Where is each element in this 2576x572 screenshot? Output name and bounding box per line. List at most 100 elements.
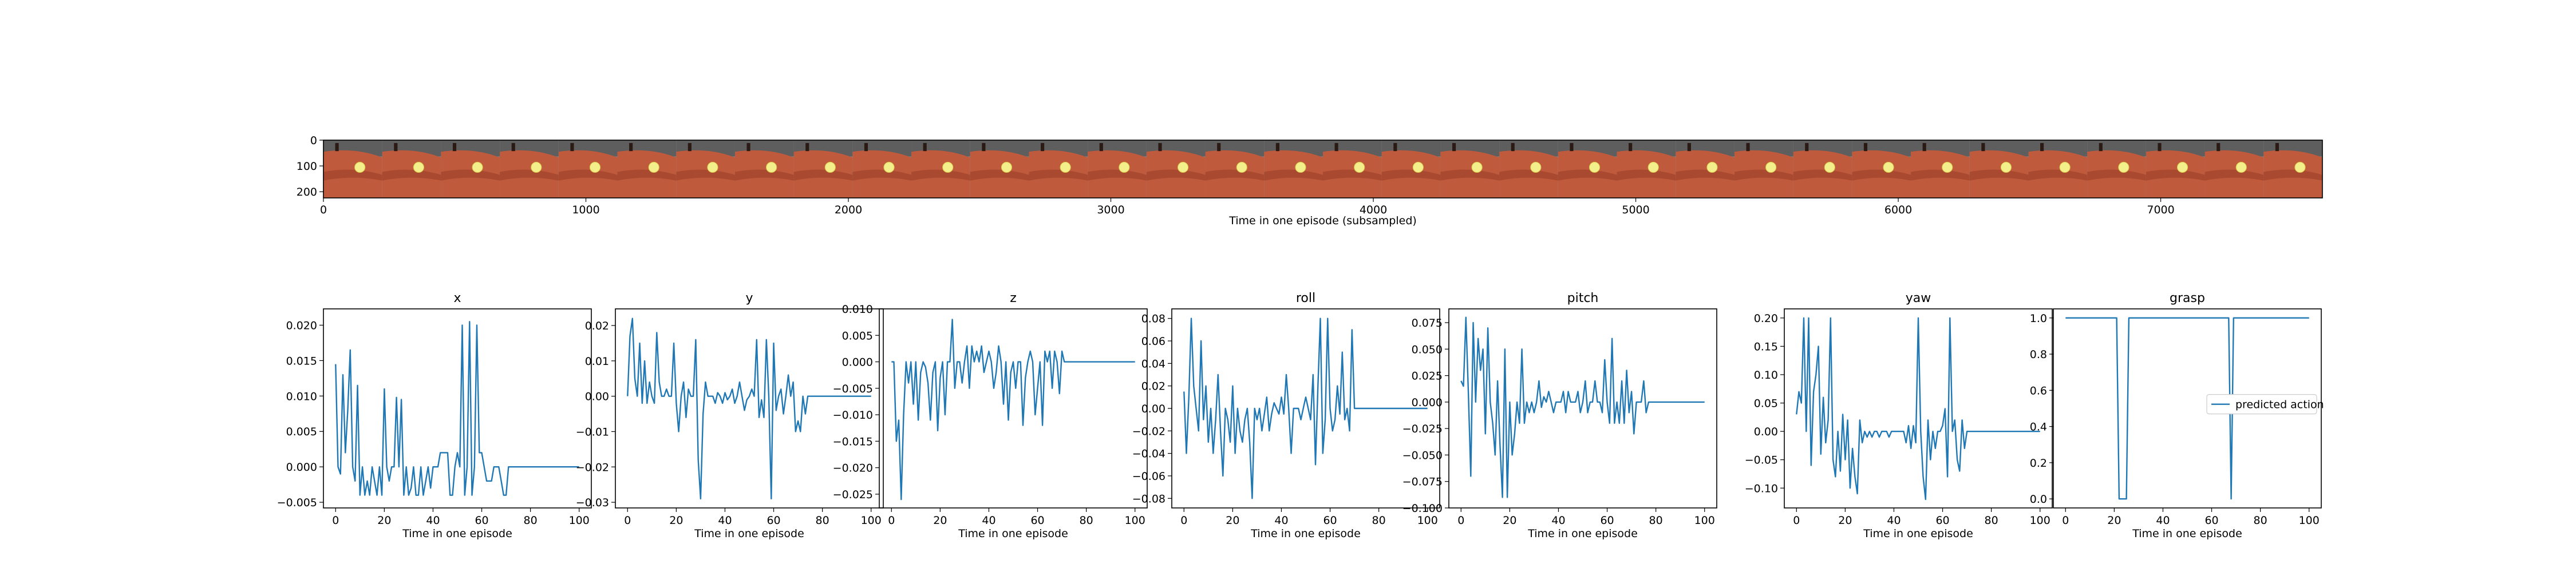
strip-frame-24 (1734, 140, 1793, 198)
series-line-roll (1183, 317, 1428, 499)
ytick-label: 0.20 (1754, 312, 1778, 325)
xtick-label: 100 (861, 514, 882, 527)
xtick-label: 80 (1649, 514, 1663, 527)
strip-frame-16 (1264, 140, 1323, 198)
strip-xtick-label: 3000 (1097, 204, 1124, 216)
ytick-label: 0.06 (1141, 335, 1165, 348)
chart-roll: roll 0 20 40 60 80 100 −0.08 −0.06 −0.04 −0.02 0.00… (1132, 291, 1440, 540)
strip-xtick-label: 6000 (1884, 204, 1912, 216)
frame-gripper (1746, 143, 1750, 152)
strip-frame-17 (1323, 140, 1382, 198)
strip-frame-14 (1146, 140, 1206, 198)
frame-gripper (1629, 143, 1633, 152)
strip-frame-10 (911, 140, 970, 198)
strip-ytick-label: 100 (297, 160, 317, 173)
frame-object (2000, 161, 2012, 173)
frame-gripper (394, 143, 398, 152)
chart-xlabel: Time in one episode (694, 527, 804, 540)
strip-frame-28 (1969, 140, 2029, 198)
ytick-label: 0.10 (1754, 369, 1778, 382)
ytick-label: 0.0 (2030, 493, 2047, 506)
frame-object (1236, 161, 1247, 173)
frame-surface-shade (1793, 169, 1852, 181)
ytick-label: −0.04 (1132, 448, 1165, 460)
xtick-label: 20 (1226, 514, 1239, 527)
frame-surface-shade (1146, 169, 1206, 181)
ytick-label: 0.010 (286, 390, 317, 403)
frame-gripper (746, 143, 750, 152)
frame-gripper (1099, 143, 1103, 152)
xtick-label: 80 (1372, 514, 1386, 527)
chart-title: roll (1296, 291, 1315, 305)
frame-surface-shade (1734, 169, 1793, 181)
xtick-label: 40 (1551, 514, 1565, 527)
legend-box (2206, 394, 2317, 415)
strip-frame-2 (441, 140, 500, 198)
frame-gripper (688, 143, 692, 152)
frame-gripper (1217, 143, 1221, 152)
frame-surface-shade (1029, 169, 1088, 181)
image-strip-xlabel: Time in one episode (subsampled) (1228, 214, 1417, 227)
ytick-label: 0.005 (842, 329, 873, 342)
ytick-label: 0.8 (2030, 348, 2047, 361)
xtick-label: 40 (1274, 514, 1288, 527)
frame-object (1765, 161, 1777, 173)
frame-surface-shade (1969, 169, 2029, 181)
frame-surface-shade (970, 169, 1029, 181)
strip-frame-4 (558, 140, 618, 198)
chart-xlabel: Time in one episode (1863, 527, 1973, 540)
frame-object (1119, 161, 1130, 173)
frame-object (2294, 161, 2306, 173)
ytick-label: 0.005 (286, 426, 317, 438)
series-line-grasp (2065, 317, 2309, 500)
frame-gripper (1452, 143, 1456, 152)
frame-object (1589, 161, 1601, 173)
ytick-label: 0.000 (286, 461, 317, 474)
frame-surface-shade (1088, 169, 1147, 181)
frame-surface-shade (1323, 169, 1382, 181)
ytick-label: 0.025 (1412, 370, 1443, 383)
strip-frame-33 (2263, 140, 2322, 198)
frame-surface-shade (1205, 169, 1265, 181)
ytick-label: −0.050 (1402, 449, 1443, 462)
strip-frame-32 (2204, 140, 2264, 198)
strip-frame-23 (1676, 140, 1735, 198)
ytick-label: 0.050 (1412, 343, 1443, 356)
xtick-label: 0 (624, 514, 631, 527)
ytick-label: 1.0 (2030, 312, 2047, 325)
frame-surface-shade (1911, 169, 1970, 181)
xtick-label: 0 (1457, 514, 1464, 527)
chart-yaw: yaw 0 20 40 60 80 100 −0.10 −0.05 0.00 0.05 0.10 0.1… (1745, 291, 2053, 540)
xtick-label: 100 (1417, 514, 1438, 527)
xtick-label: 60 (1935, 514, 1949, 527)
series-line-yaw (1796, 317, 2040, 500)
plot-frame (323, 308, 592, 509)
strip-frame-18 (1381, 140, 1441, 198)
strip-xtick-label: 0 (320, 204, 327, 216)
chart-title: z (1010, 291, 1017, 305)
frame-object (472, 161, 483, 173)
ytick-label: −0.005 (277, 496, 317, 509)
frame-gripper (1570, 143, 1574, 152)
ytick-label: 0.01 (585, 355, 609, 368)
strip-xtick-label: 1000 (572, 204, 599, 216)
frame-gripper (1805, 143, 1809, 152)
frame-object (1706, 161, 1718, 173)
ytick-label: 0.000 (842, 356, 873, 369)
xtick-label: 40 (718, 514, 732, 527)
frame-surface-shade (1617, 169, 1676, 181)
chart-z: z 0 20 40 60 80 100 −0.025 −0.020 −0.015 −0.010 −0.… (833, 291, 1148, 540)
strip-xtick-label: 2000 (835, 204, 862, 216)
frame-surface-shade (676, 169, 735, 181)
frame-surface-shade (1499, 169, 1558, 181)
strip-xtick-label: 7000 (2147, 204, 2174, 216)
frame-object (354, 161, 366, 173)
xtick-label: 100 (1694, 514, 1715, 527)
ytick-label: −0.06 (1132, 470, 1165, 483)
series-line-z (891, 319, 1135, 500)
xtick-label: 0 (1180, 514, 1187, 527)
xtick-label: 40 (982, 514, 995, 527)
frame-object (1471, 161, 1483, 173)
image-strip-frames (323, 140, 2322, 198)
